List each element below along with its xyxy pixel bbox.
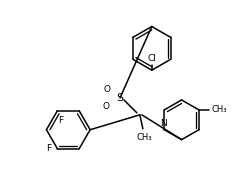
- Text: F: F: [46, 144, 51, 153]
- Text: O: O: [104, 85, 110, 94]
- Text: CH₃: CH₃: [212, 105, 227, 114]
- Text: CH₃: CH₃: [136, 133, 152, 142]
- Text: O: O: [102, 102, 110, 111]
- Text: S: S: [116, 93, 124, 103]
- Text: F: F: [58, 116, 63, 125]
- Text: N: N: [160, 119, 167, 128]
- Text: Cl: Cl: [147, 54, 156, 63]
